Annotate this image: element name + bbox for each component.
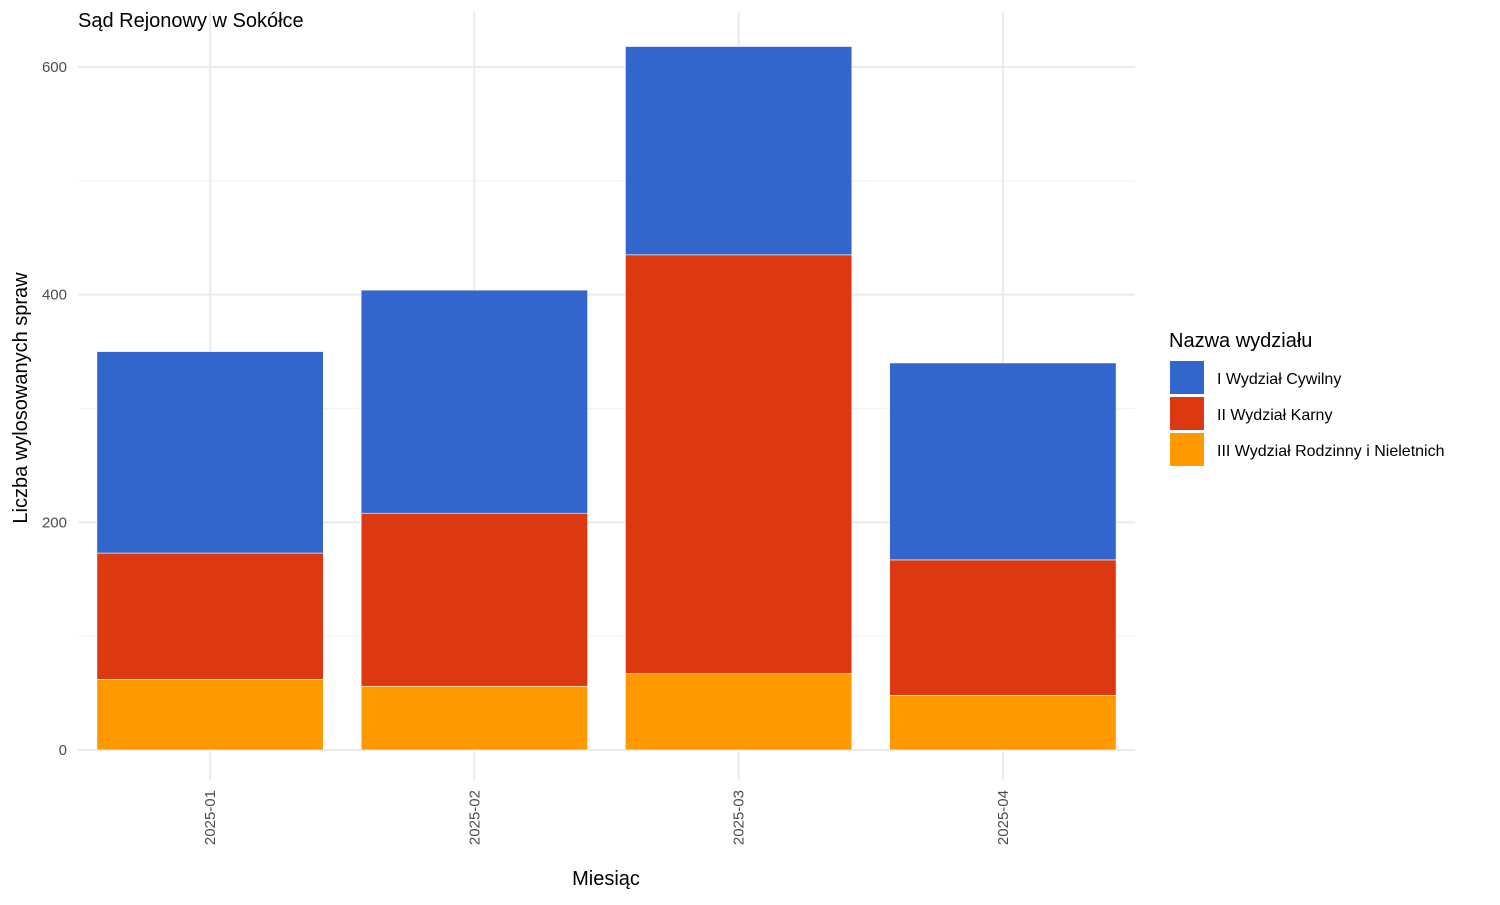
x-tick-label: 2025-01	[202, 790, 219, 845]
bar-2025-01-i-wydzia-cywilny	[96, 351, 324, 554]
y-tick-labels: 0 200 400 600	[42, 59, 67, 759]
chart-title: Sąd Rejonowy w Sokółce	[78, 10, 304, 32]
x-tick-label: 2025-02	[466, 790, 483, 845]
legend-swatch	[1170, 361, 1204, 394]
bar-2025-01-iii-wydzia-rodzinny-i-nieletnich	[96, 679, 324, 751]
bar-2025-02-ii-wydzia-karny	[360, 512, 588, 687]
y-tick-label: 0	[59, 742, 67, 759]
x-tick-labels: 2025-01 2025-02 2025-03 2025-04	[202, 790, 1012, 845]
x-tick-label: 2025-04	[995, 790, 1012, 845]
bar-2025-01-ii-wydzia-karny	[96, 552, 324, 680]
y-axis-title: Liczba wylosowanych spraw	[10, 272, 32, 524]
bar-2025-04-ii-wydzia-karny	[889, 559, 1117, 696]
legend: Nazwa wydziału I Wydział Cywilny II Wydzi…	[1169, 330, 1445, 466]
legend-title: Nazwa wydziału	[1169, 330, 1312, 352]
y-tick-label: 400	[42, 287, 67, 304]
bar-2025-03-i-wydzia-cywilny	[625, 46, 853, 256]
x-tick-label: 2025-03	[731, 790, 748, 845]
legend-swatch	[1170, 397, 1204, 430]
bar-2025-02-i-wydzia-cywilny	[360, 289, 588, 514]
legend-label: II Wydział Karny	[1217, 407, 1332, 424]
x-axis-title: Miesiąc	[572, 868, 640, 890]
bar-2025-03-iii-wydzia-rodzinny-i-nieletnich	[625, 673, 853, 751]
legend-swatch	[1170, 433, 1204, 466]
bars-layer	[96, 46, 1117, 751]
legend-label: I Wydział Cywilny	[1217, 371, 1341, 388]
bar-2025-04-i-wydzia-cywilny	[889, 362, 1117, 561]
y-tick-label: 600	[42, 59, 67, 76]
y-tick-label: 200	[42, 514, 67, 531]
legend-items: I Wydział Cywilny II Wydział Karny III Wyd…	[1170, 361, 1445, 466]
legend-label: III Wydział Rodzinny i Nieletnich	[1217, 443, 1445, 460]
bar-2025-03-ii-wydzia-karny	[625, 254, 853, 675]
bar-2025-04-iii-wydzia-rodzinny-i-nieletnich	[889, 695, 1117, 751]
bar-2025-02-iii-wydzia-rodzinny-i-nieletnich	[360, 685, 588, 751]
